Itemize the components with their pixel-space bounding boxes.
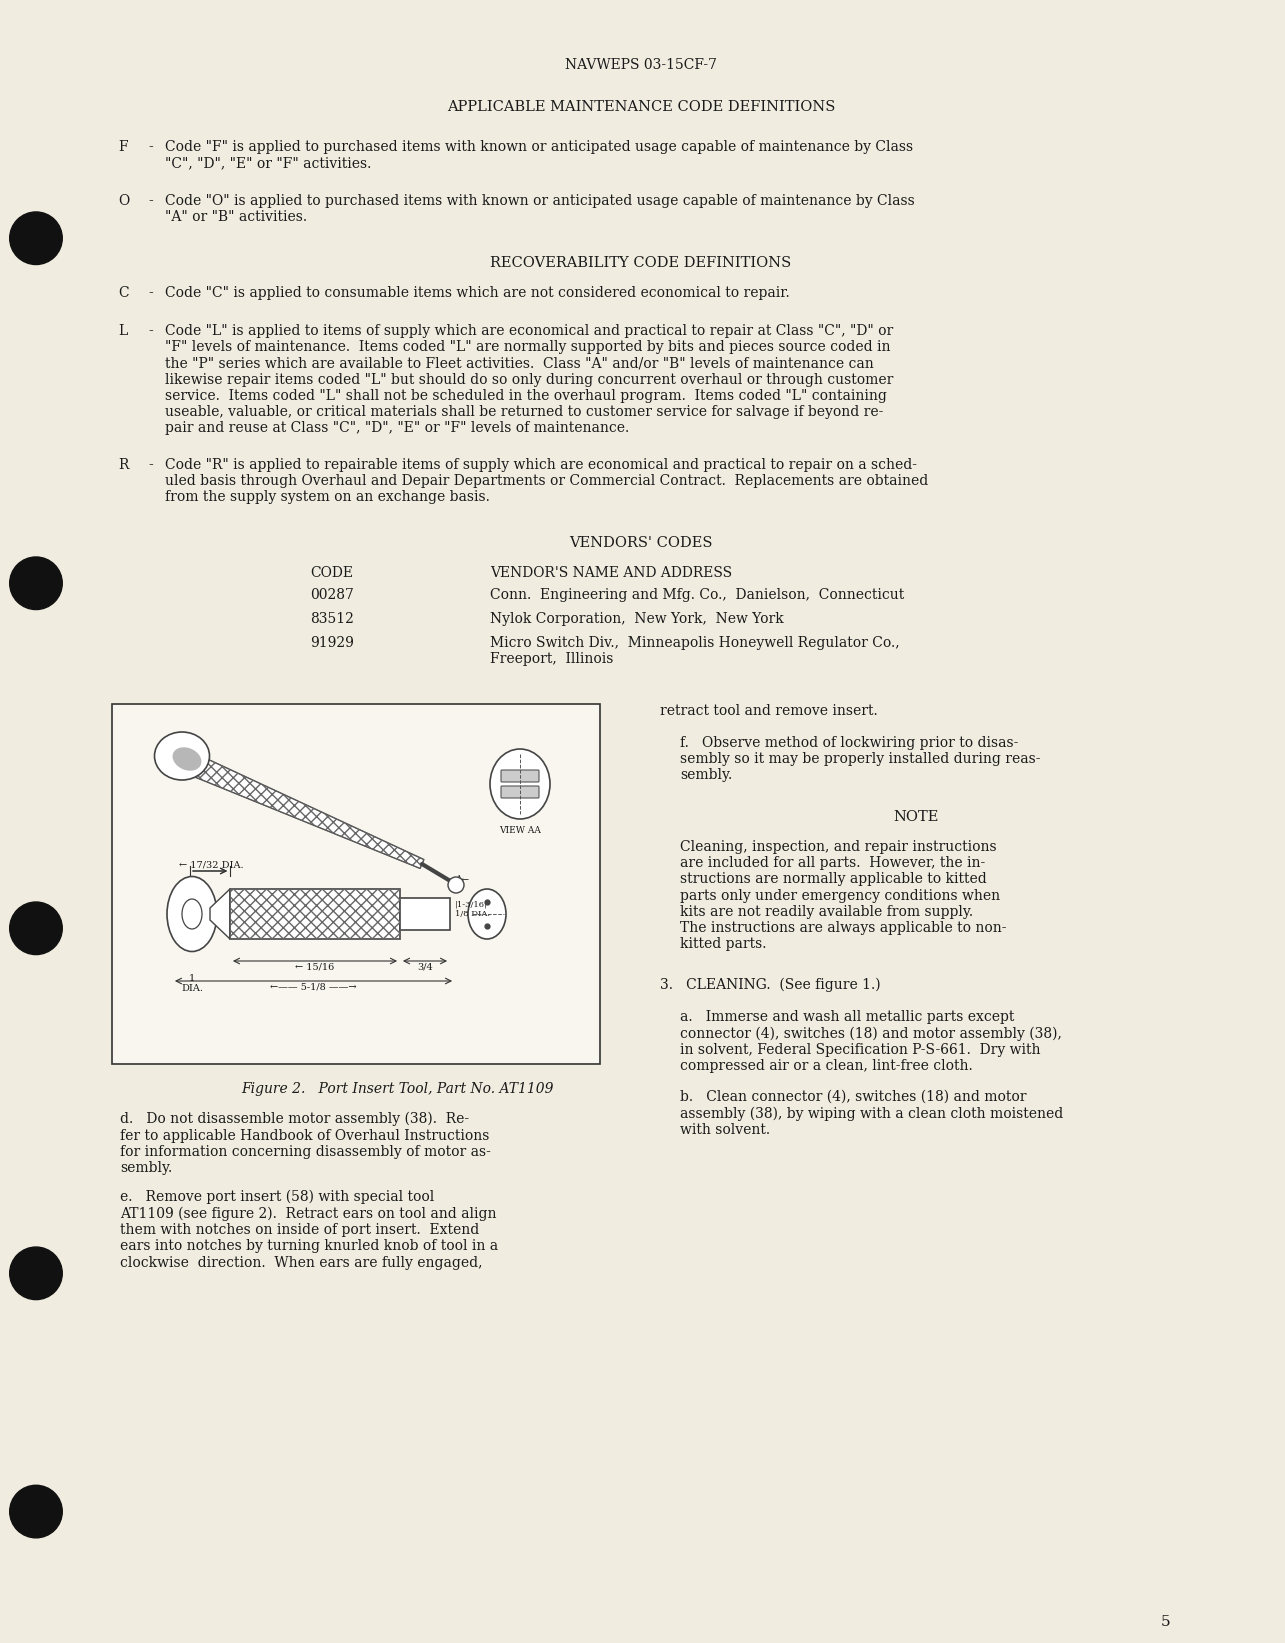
Text: RECOVERABILITY CODE DEFINITIONS: RECOVERABILITY CODE DEFINITIONS	[491, 256, 792, 269]
Text: 00287: 00287	[310, 588, 353, 601]
Text: 3.   CLEANING.  (See figure 1.): 3. CLEANING. (See figure 1.)	[660, 978, 880, 992]
Text: NAVWEPS 03-15CF-7: NAVWEPS 03-15CF-7	[565, 58, 717, 72]
Text: O: O	[118, 194, 130, 209]
Ellipse shape	[167, 876, 217, 951]
Text: 91929: 91929	[310, 636, 353, 651]
Text: retract tool and remove insert.: retract tool and remove insert.	[660, 703, 878, 718]
Circle shape	[10, 1247, 62, 1300]
Text: d.   Do not disassemble motor assembly (38).  Re-
fer to applicable Handbook of : d. Do not disassemble motor assembly (38…	[120, 1112, 491, 1175]
Text: A←: A←	[455, 876, 469, 884]
Ellipse shape	[468, 889, 506, 940]
Circle shape	[448, 877, 464, 894]
Text: Code "L" is applied to items of supply which are economical and practical to rep: Code "L" is applied to items of supply w…	[164, 324, 893, 435]
Text: -: -	[148, 324, 153, 338]
Text: L: L	[118, 324, 127, 338]
Bar	[230, 889, 400, 940]
Text: VIEW AA: VIEW AA	[499, 826, 541, 835]
Text: F: F	[118, 140, 127, 154]
Text: b.   Clean connector (4), switches (18) and motor
assembly (38), by wiping with : b. Clean connector (4), switches (18) an…	[680, 1089, 1063, 1137]
FancyBboxPatch shape	[501, 785, 538, 798]
Text: 1/8 DIA.: 1/8 DIA.	[455, 910, 490, 918]
Bar	[112, 703, 600, 1065]
Text: 3/4: 3/4	[418, 963, 433, 973]
Text: 1
DIA.: 1 DIA.	[181, 974, 203, 994]
Polygon shape	[188, 754, 424, 869]
Text: 5: 5	[1160, 1615, 1171, 1628]
Text: -: -	[148, 140, 153, 154]
Text: R: R	[118, 458, 128, 472]
Text: ← 15/16: ← 15/16	[296, 963, 334, 973]
Text: e.   Remove port insert (58) with special tool
AT1109 (see figure 2).  Retract e: e. Remove port insert (58) with special …	[120, 1190, 499, 1270]
Circle shape	[10, 557, 62, 610]
Circle shape	[10, 212, 62, 265]
Text: Code "C" is applied to consumable items which are not considered economical to r: Code "C" is applied to consumable items …	[164, 286, 790, 301]
Text: ← 17/32 DIA.: ← 17/32 DIA.	[179, 859, 243, 869]
Ellipse shape	[154, 733, 209, 780]
Text: CODE: CODE	[310, 565, 353, 580]
Circle shape	[10, 902, 62, 955]
Text: Micro Switch Div.,  Minneapolis Honeywell Regulator Co.,
Freeport,  Illinois: Micro Switch Div., Minneapolis Honeywell…	[490, 636, 900, 665]
Text: -: -	[148, 286, 153, 301]
Ellipse shape	[182, 899, 202, 928]
Text: -: -	[148, 458, 153, 472]
Text: Conn.  Engineering and Mfg. Co.,  Danielson,  Connecticut: Conn. Engineering and Mfg. Co., Danielso…	[490, 588, 905, 601]
Text: NOTE: NOTE	[893, 810, 938, 825]
Bar	[400, 899, 450, 930]
Text: APPLICABLE MAINTENANCE CODE DEFINITIONS: APPLICABLE MAINTENANCE CODE DEFINITIONS	[447, 100, 835, 113]
Text: |1-3/16|: |1-3/16|	[455, 900, 488, 909]
Text: Code "R" is applied to repairable items of supply which are economical and pract: Code "R" is applied to repairable items …	[164, 458, 928, 504]
Text: a.   Immerse and wash all metallic parts except
connector (4), switches (18) and: a. Immerse and wash all metallic parts e…	[680, 1010, 1061, 1073]
Text: Code "O" is applied to purchased items with known or anticipated usage capable o: Code "O" is applied to purchased items w…	[164, 194, 915, 223]
Ellipse shape	[172, 748, 202, 771]
Text: C: C	[118, 286, 128, 301]
Text: -: -	[148, 194, 153, 209]
Text: 83512: 83512	[310, 611, 353, 626]
Polygon shape	[209, 889, 230, 940]
Text: VENDOR'S NAME AND ADDRESS: VENDOR'S NAME AND ADDRESS	[490, 565, 732, 580]
Text: Code "F" is applied to purchased items with known or anticipated usage capable o: Code "F" is applied to purchased items w…	[164, 140, 914, 171]
Circle shape	[10, 1485, 62, 1538]
Text: f.   Observe method of lockwiring prior to disas-
sembly so it may be properly i: f. Observe method of lockwiring prior to…	[680, 736, 1041, 782]
FancyBboxPatch shape	[501, 771, 538, 782]
Text: Cleaning, inspection, and repair instructions
are included for all parts.  Howev: Cleaning, inspection, and repair instruc…	[680, 840, 1006, 951]
Text: Nylok Corporation,  New York,  New York: Nylok Corporation, New York, New York	[490, 611, 784, 626]
Bar	[230, 889, 400, 940]
Ellipse shape	[490, 749, 550, 818]
Text: ←—— 5-1/8 ——→: ←—— 5-1/8 ——→	[270, 983, 357, 992]
Text: Figure 2.   Port Insert Tool, Part No. AT1109: Figure 2. Port Insert Tool, Part No. AT1…	[242, 1083, 554, 1096]
Text: VENDORS' CODES: VENDORS' CODES	[569, 536, 713, 550]
